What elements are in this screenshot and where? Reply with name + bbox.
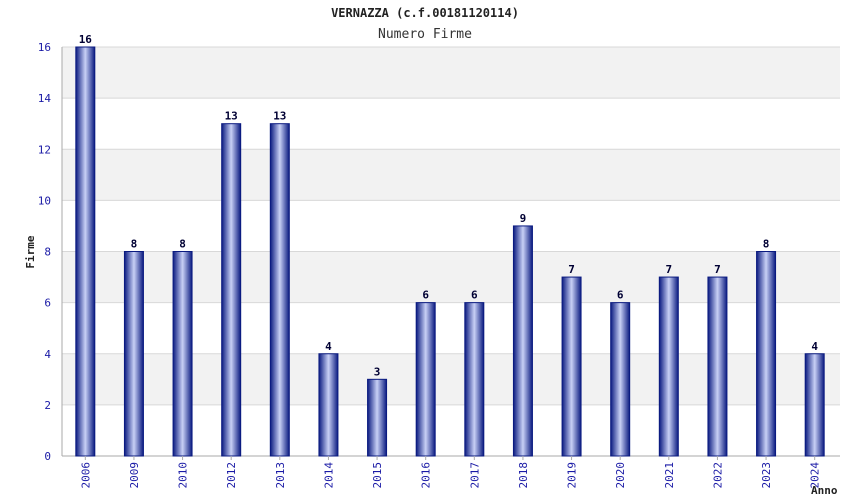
x-tick-label-2013: 2013 <box>274 462 287 489</box>
x-tick-label-2012: 2012 <box>225 462 238 489</box>
bar-2023 <box>756 251 777 457</box>
bar-2017 <box>464 302 485 457</box>
x-tick-label-2006: 2006 <box>79 462 92 489</box>
y-tick-label: 4 <box>44 348 51 361</box>
bar-2006 <box>75 46 96 457</box>
plot-band <box>62 200 840 252</box>
x-tick-label-2020: 2020 <box>614 462 627 489</box>
chart-title: VERNAZZA (c.f.00181120114) <box>331 6 519 20</box>
y-tick-label: 6 <box>44 297 51 310</box>
data-label-2012: 13 <box>225 110 238 123</box>
y-tick-labels: 0 2 4 6 8 10 12 14 16 <box>38 41 52 463</box>
y-tick-label: 8 <box>44 246 51 259</box>
x-tick-label-2022: 2022 <box>711 462 724 489</box>
bar-2024 <box>804 353 825 457</box>
y-tick-label: 2 <box>44 399 51 412</box>
plot-band <box>62 149 840 201</box>
data-label-2021: 7 <box>666 263 673 276</box>
x-axis-label: Anno <box>811 484 838 497</box>
x-tick-label-2016: 2016 <box>420 462 433 489</box>
bar-2014 <box>318 353 339 457</box>
x-tick-label-2014: 2014 <box>322 462 335 489</box>
y-tick-label: 16 <box>38 41 51 54</box>
x-tick-label-2023: 2023 <box>760 462 773 489</box>
bar-2010 <box>172 251 193 457</box>
y-tick-label: 10 <box>38 194 51 207</box>
x-tick-label-2009: 2009 <box>128 462 141 489</box>
data-label-2009: 8 <box>131 238 138 251</box>
data-label-2014: 4 <box>325 340 332 353</box>
data-label-2010: 8 <box>179 238 186 251</box>
y-tick-label: 0 <box>44 450 51 463</box>
bar-2019 <box>561 276 582 457</box>
data-label-2022: 7 <box>714 263 721 276</box>
data-label-2018: 9 <box>520 212 527 225</box>
bar-2009 <box>123 251 144 457</box>
bar-2022 <box>707 276 728 457</box>
bar-2015 <box>367 378 388 457</box>
data-label-2019: 7 <box>568 263 575 276</box>
x-tick-label-2018: 2018 <box>517 462 530 489</box>
data-label-2016: 6 <box>422 289 429 302</box>
data-label-2006: 16 <box>79 33 93 46</box>
data-label-2017: 6 <box>471 289 478 302</box>
x-tick-label-2010: 2010 <box>177 462 190 489</box>
x-tick-label-2019: 2019 <box>566 462 579 489</box>
data-label-2013: 13 <box>273 110 286 123</box>
x-tick-label-2024: 2024 <box>809 462 822 489</box>
bar-2016 <box>415 302 436 457</box>
bar-2012 <box>221 123 242 457</box>
plot-band <box>62 98 840 150</box>
bar-2018 <box>512 225 533 457</box>
data-label-2020: 6 <box>617 289 624 302</box>
bar-2021 <box>658 276 679 457</box>
data-label-2015: 3 <box>374 365 381 378</box>
y-axis-label: Firme <box>24 235 37 268</box>
chart-subtitle: Numero Firme <box>378 27 472 42</box>
x-tick-label-2015: 2015 <box>371 462 384 489</box>
data-labels: 16 8 8 13 13 4 3 6 6 9 7 6 7 7 8 4 <box>79 33 819 378</box>
x-tick-label-2021: 2021 <box>663 462 676 489</box>
plot-band <box>62 47 840 99</box>
data-label-2023: 8 <box>763 238 770 251</box>
data-label-2024: 4 <box>811 340 818 353</box>
bar-2013 <box>269 123 290 457</box>
x-tick-label-2017: 2017 <box>468 462 481 489</box>
bar-2020 <box>610 302 631 457</box>
y-tick-label: 12 <box>38 143 51 156</box>
x-tick-labels: 2006 2009 2010 2012 2013 2014 2015 2016 2017 2018… <box>79 456 822 489</box>
y-tick-label: 14 <box>38 92 52 105</box>
